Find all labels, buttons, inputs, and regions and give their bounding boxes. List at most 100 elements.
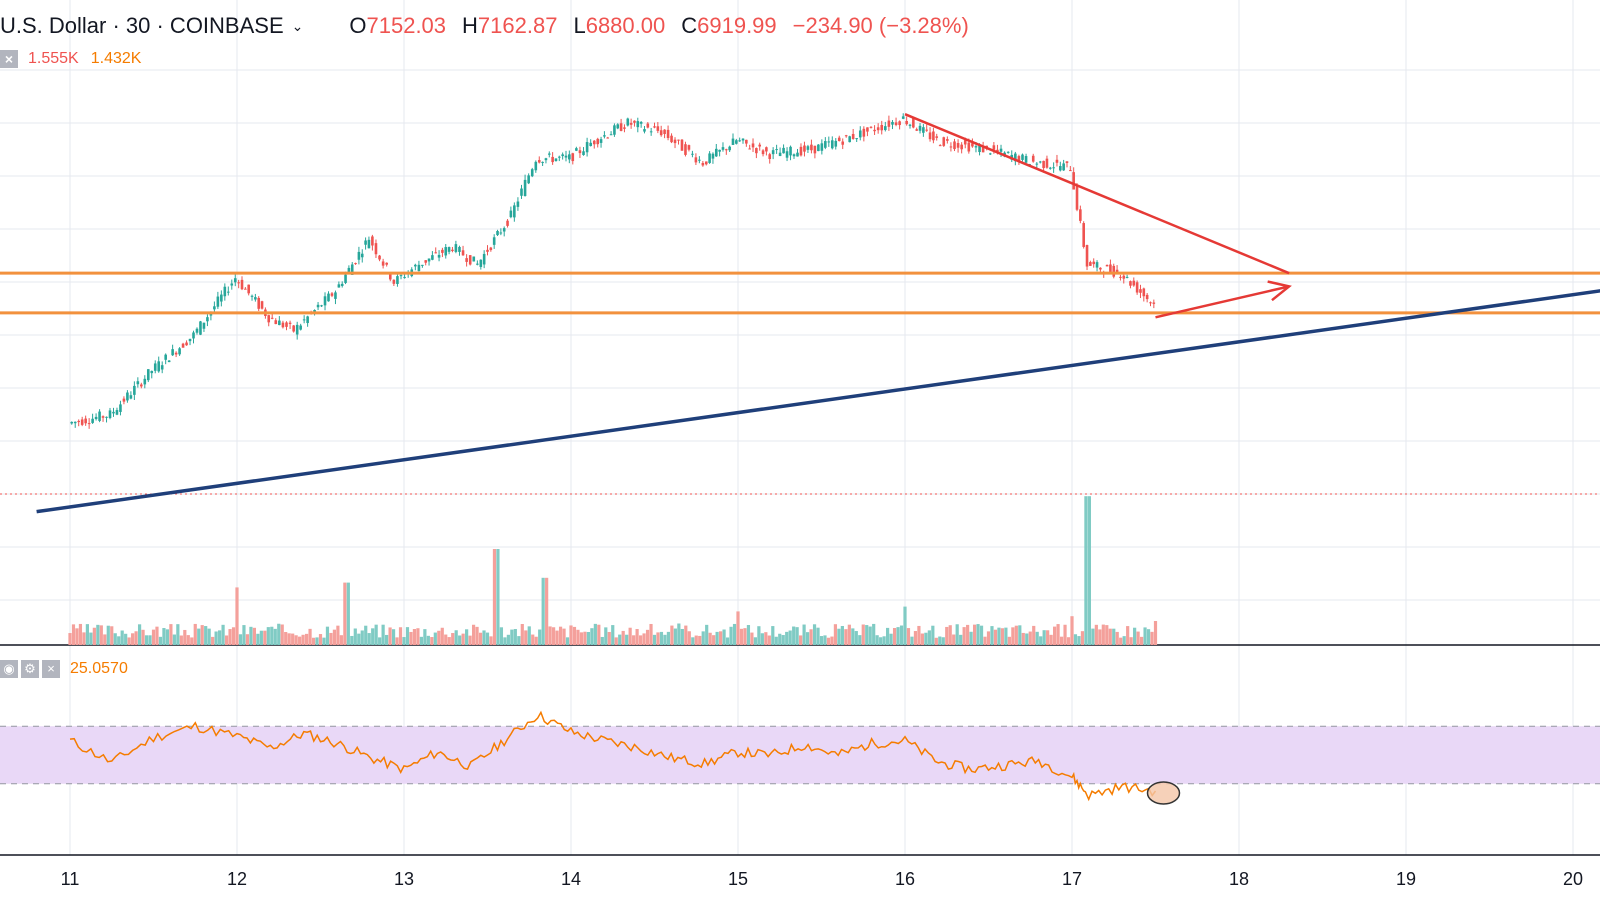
candle-body [367, 239, 371, 249]
candle-body [502, 228, 506, 232]
candle-body [938, 145, 942, 147]
horizontal-levels[interactable] [0, 271, 1600, 315]
volume-bar [183, 629, 187, 645]
volume-bar [412, 629, 417, 645]
candle-body [1069, 170, 1072, 172]
candle-body [240, 279, 244, 290]
volume-bar [875, 635, 879, 645]
chevron-down-icon[interactable]: ⌄ [291, 17, 304, 34]
volume-bar [844, 629, 848, 645]
trendlines[interactable] [36, 113, 1600, 514]
candle-body [731, 138, 735, 145]
volume-bar [732, 623, 737, 645]
volume-bar [499, 627, 504, 645]
volume-bar [176, 624, 180, 645]
candle-body [912, 117, 915, 128]
volume-bar [259, 630, 263, 645]
volume-bar [1025, 633, 1029, 645]
candle-body [146, 369, 150, 381]
candle-body [894, 122, 898, 125]
candle-body [350, 264, 354, 275]
projection-arrow [1155, 285, 1290, 319]
candle-body [922, 127, 925, 133]
volume-bar [795, 627, 799, 645]
candle-body [316, 304, 320, 308]
candle-body [167, 360, 171, 363]
candle-body [1122, 275, 1126, 279]
candle-body [344, 274, 347, 283]
candle-body [292, 325, 295, 332]
volume-bar [1150, 631, 1154, 645]
candle-body [582, 151, 585, 156]
candle-body [551, 156, 554, 163]
candle-body [1112, 265, 1116, 277]
gear-icon[interactable]: ⚙ [21, 660, 39, 678]
candle-body [1092, 261, 1096, 265]
candle-body [354, 263, 357, 265]
candle-body [721, 147, 725, 150]
volume-bar [966, 624, 970, 645]
volume-bar [837, 628, 841, 645]
volume-bar [336, 625, 340, 645]
volume-bar [200, 625, 204, 645]
candle-body [403, 277, 406, 279]
candle-body [771, 150, 775, 155]
x-tick-label: 20 [1563, 869, 1583, 889]
close-icon[interactable]: × [0, 50, 18, 68]
candle-body [479, 259, 483, 267]
close-icon[interactable]: × [42, 660, 60, 678]
eye-icon[interactable]: ◉ [0, 660, 18, 678]
candle-body [421, 264, 424, 266]
candle-body [1048, 167, 1052, 169]
volume-bar [541, 577, 545, 645]
symbol-title[interactable]: U.S. Dollar · 30 · COINBASE [0, 13, 284, 38]
candle-body [157, 361, 161, 372]
volume-bar [760, 633, 764, 645]
volume-bar [280, 624, 284, 645]
candle-body [960, 144, 963, 150]
volume-bar [165, 629, 170, 645]
volume-bar [517, 636, 521, 645]
candle-body [855, 138, 858, 140]
candle-body [434, 252, 438, 254]
volume-bar [242, 625, 246, 645]
candle-body [1038, 161, 1042, 163]
candle-body [160, 365, 164, 370]
candle-body [775, 149, 778, 151]
candle-body [908, 124, 912, 126]
volume-bar [395, 637, 399, 645]
volume-bar [113, 633, 117, 645]
candle-body [181, 343, 185, 348]
candle-body [489, 247, 493, 251]
candle-body [302, 319, 306, 321]
volume-bar [739, 628, 744, 645]
price-series [0, 113, 1600, 495]
volume-bar [656, 632, 660, 645]
candle-body [73, 421, 77, 424]
candle-body [629, 122, 633, 125]
candle-body [806, 146, 810, 150]
volume-bar [569, 625, 573, 645]
volume-bar [71, 624, 76, 645]
volume-bar [471, 624, 476, 645]
volume-bar [534, 636, 538, 645]
volume-bar [402, 637, 406, 645]
candle-body [876, 127, 880, 131]
volume-bar [558, 626, 563, 645]
candle-body [320, 305, 323, 307]
candle-body [963, 140, 967, 145]
candle-body [884, 126, 887, 131]
volume-bar [931, 625, 935, 645]
volume-bar [179, 635, 183, 645]
volume-bar [673, 628, 677, 645]
candle-body [653, 126, 656, 128]
candle-body [541, 161, 544, 163]
volume-bar [802, 624, 806, 645]
volume-bar [1115, 631, 1119, 645]
volume-bar [708, 632, 712, 645]
volume-bar [698, 635, 702, 645]
candle-body [385, 262, 389, 265]
volume-bar [284, 632, 288, 645]
candle-body [735, 140, 738, 144]
